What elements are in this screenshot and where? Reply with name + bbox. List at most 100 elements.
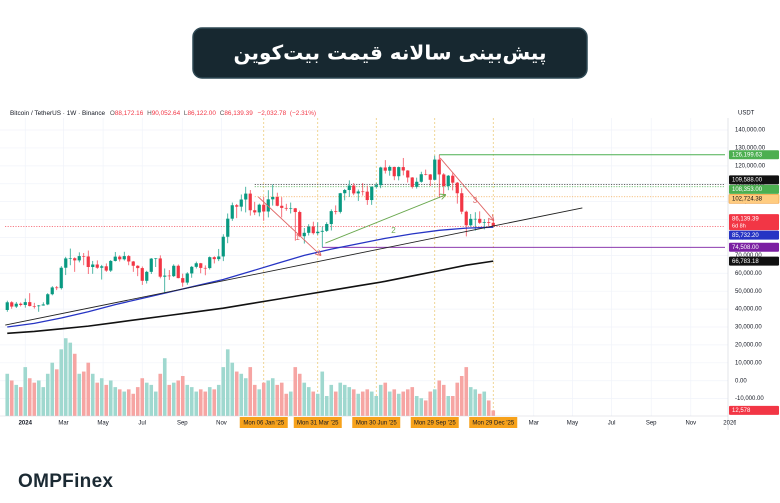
volume-bar	[63, 338, 68, 416]
candle-body	[122, 256, 126, 260]
volume-bar	[441, 384, 446, 416]
ohlc-value: 88,172.16	[115, 110, 144, 117]
moving-average-line	[7, 226, 494, 328]
candle-body	[217, 256, 221, 260]
ohlc-key: L	[184, 110, 188, 117]
price-tag	[729, 256, 779, 266]
candle-body	[442, 174, 446, 187]
candle-body	[379, 167, 383, 186]
ohlc-value: 86,139.39	[224, 110, 253, 117]
volume-bar	[392, 389, 397, 416]
y-tick-label: 20,000.00	[735, 342, 762, 348]
candle-body	[284, 207, 288, 209]
candle-body	[158, 258, 162, 277]
candle-body	[271, 196, 275, 200]
volume-bar	[423, 400, 428, 416]
x-tick-highlight	[239, 417, 288, 428]
chart-header: Bitcoin / TetherUS · 1W · Binance O88,17…	[10, 110, 316, 117]
volume-bar	[396, 393, 401, 416]
candle-body	[172, 265, 176, 277]
arrow	[439, 157, 493, 220]
candle-body	[239, 199, 243, 207]
volume-bar	[149, 384, 154, 416]
volume-bar	[324, 396, 329, 416]
volume-bar	[158, 373, 163, 416]
volume-bar	[36, 380, 41, 416]
volume-bar	[351, 389, 356, 416]
candle-body	[446, 175, 450, 187]
candle-body	[28, 302, 32, 307]
candle-body	[19, 303, 23, 305]
arrow	[258, 196, 320, 255]
volume-bar	[32, 382, 37, 416]
x-tick-label: Mon 29 Sep '25	[414, 421, 457, 427]
x-tick-label: Sep	[177, 421, 188, 427]
price-tag-countdown: 6d 8h	[732, 223, 746, 229]
volume-bar	[72, 353, 77, 416]
price-tag-label: 108,353.00	[732, 187, 763, 193]
price-tag-label: 85,732.20	[732, 233, 759, 239]
candle-body	[482, 222, 486, 223]
candle-body	[86, 256, 90, 268]
volume-bar	[144, 382, 149, 416]
candle-body	[262, 204, 266, 212]
candle-body	[289, 208, 293, 209]
candle-body	[145, 271, 149, 281]
volume-bar	[86, 362, 91, 416]
volume-bar	[113, 387, 118, 416]
volume-bar	[176, 380, 181, 416]
candle-body	[82, 256, 86, 257]
candle-body	[181, 278, 185, 283]
volume-bar	[117, 389, 122, 416]
candle-body	[23, 302, 27, 305]
candle-body	[95, 264, 99, 268]
volume-bar	[162, 358, 167, 416]
candle-body	[383, 167, 387, 171]
change: −2,032.78	[258, 110, 287, 117]
volume-bar	[234, 371, 239, 416]
volume-bar	[77, 373, 82, 416]
candle-body	[253, 210, 257, 213]
volume-bar	[18, 387, 23, 416]
price-tags: 126,199.63 109,588.00 108,353.00 102,724.38…	[728, 150, 780, 415]
ohlc-value: 86,122.00	[187, 110, 216, 117]
candle-body	[410, 177, 414, 187]
volume-bar	[14, 384, 19, 416]
x-tick-highlight	[410, 417, 459, 428]
volume-bar	[239, 373, 244, 416]
moving-average-line	[7, 260, 494, 335]
candle-body	[185, 273, 189, 283]
volume-bar	[338, 382, 343, 416]
candle-body	[149, 258, 153, 272]
volume-bar	[99, 378, 104, 416]
volume-bar	[185, 384, 190, 416]
volume-bar	[293, 367, 298, 416]
candle-body	[401, 167, 405, 171]
volume-bar	[203, 391, 208, 416]
candle-body	[487, 222, 491, 223]
x-tick-label: Jul	[138, 421, 146, 427]
volume-bar	[486, 400, 491, 416]
candle-body	[230, 205, 234, 219]
x-tick-label: Sep	[646, 421, 657, 427]
candles	[5, 154, 495, 312]
price-tag-label: 102,724.38	[732, 197, 763, 203]
volume-bar	[428, 391, 433, 416]
volume-bar	[261, 382, 266, 416]
volume-bar	[275, 384, 280, 416]
y-tick-label: 110,000.00	[735, 181, 765, 187]
volume-bar	[410, 387, 415, 416]
y-tick-label: 40,000.00	[735, 307, 762, 313]
volume-bar	[437, 380, 442, 416]
candle-body	[392, 166, 396, 177]
candle-body	[433, 159, 437, 180]
price-tag	[729, 214, 779, 231]
volume-bar	[464, 367, 469, 416]
volume-bar	[122, 391, 127, 416]
candle-body	[397, 167, 401, 177]
chart-panel	[0, 104, 780, 432]
volume-bar	[54, 369, 59, 416]
volume-bar	[284, 393, 289, 416]
x-tick-label: Mon 30 Jun '25	[356, 421, 398, 427]
